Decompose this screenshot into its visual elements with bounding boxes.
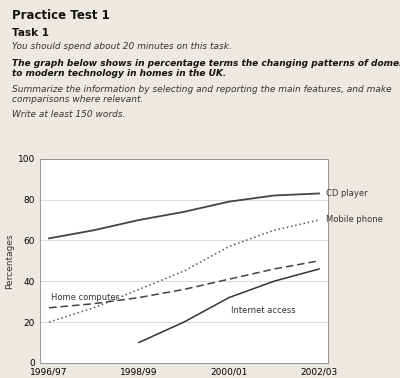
Text: to modern technology in homes in the UK.: to modern technology in homes in the UK.: [12, 69, 226, 78]
Text: Mobile phone: Mobile phone: [326, 215, 383, 225]
Text: Home computer: Home computer: [51, 293, 119, 302]
Text: You should spend about 20 minutes on this task.: You should spend about 20 minutes on thi…: [12, 42, 232, 51]
Text: Internet access: Internet access: [231, 306, 296, 315]
Text: The graph below shows in percentage terms the changing patterns of domestic acce: The graph below shows in percentage term…: [12, 59, 400, 68]
Y-axis label: Percentages: Percentages: [5, 233, 14, 289]
Text: Summarize the information by selecting and reporting the main features, and make: Summarize the information by selecting a…: [12, 85, 392, 94]
Text: CD player: CD player: [326, 189, 367, 198]
Text: Task 1: Task 1: [12, 28, 49, 38]
Text: Write at least 150 words.: Write at least 150 words.: [12, 110, 126, 119]
Text: comparisons where relevant.: comparisons where relevant.: [12, 95, 143, 104]
Text: Practice Test 1: Practice Test 1: [12, 9, 110, 22]
